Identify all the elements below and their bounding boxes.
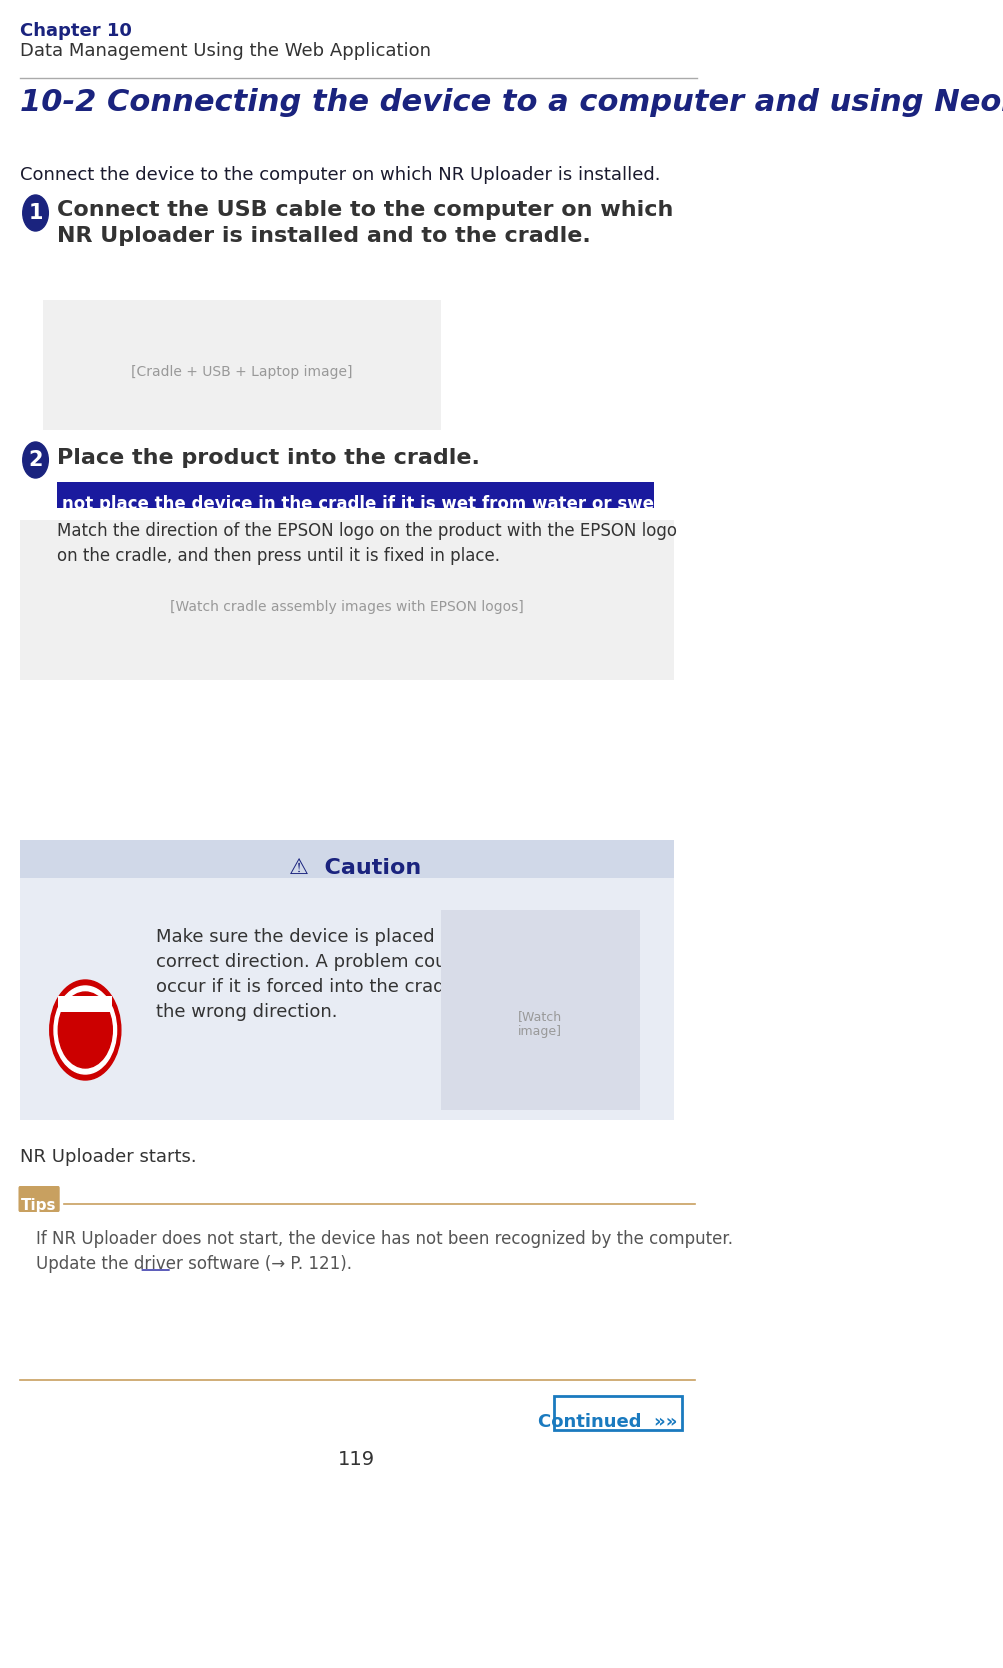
Text: Connect the device to the computer on which NR Uploader is installed.: Connect the device to the computer on wh…	[20, 167, 660, 183]
Circle shape	[23, 442, 48, 479]
Text: Connect the USB cable to the computer on which
NR Uploader is installed and to t: Connect the USB cable to the computer on…	[57, 200, 673, 247]
Text: [Cradle + USB + Laptop image]: [Cradle + USB + Laptop image]	[130, 365, 352, 379]
Text: Make sure the device is placed in the
correct direction. A problem could
occur i: Make sure the device is placed in the co…	[156, 927, 492, 1021]
Text: 1: 1	[28, 203, 43, 224]
FancyBboxPatch shape	[20, 520, 673, 681]
Circle shape	[50, 981, 120, 1079]
Text: 10-2 Connecting the device to a computer and using NeoRun: 10-2 Connecting the device to a computer…	[20, 88, 1003, 117]
Circle shape	[54, 986, 116, 1074]
FancyBboxPatch shape	[20, 877, 673, 1119]
Text: [Watch
image]: [Watch image]	[518, 1011, 562, 1037]
Text: NR Uploader starts.: NR Uploader starts.	[20, 1148, 197, 1166]
Text: Continued  »»: Continued »»	[538, 1413, 677, 1431]
Text: ⚠  Caution: ⚠ Caution	[289, 857, 421, 877]
Circle shape	[23, 195, 48, 230]
Text: Do not place the device in the cradle if it is wet from water or sweat.: Do not place the device in the cradle if…	[31, 495, 679, 514]
Text: If NR Uploader does not start, the device has not been recognized by the compute: If NR Uploader does not start, the devic…	[35, 1229, 732, 1273]
Text: 2: 2	[28, 450, 43, 470]
FancyBboxPatch shape	[18, 1186, 59, 1213]
FancyBboxPatch shape	[57, 482, 653, 509]
Text: 119: 119	[338, 1449, 375, 1470]
Text: Place the product into the cradle.: Place the product into the cradle.	[57, 449, 479, 469]
Text: Chapter 10: Chapter 10	[20, 22, 131, 40]
Text: [Watch cradle assembly images with EPSON logos]: [Watch cradle assembly images with EPSON…	[170, 600, 524, 614]
FancyBboxPatch shape	[554, 1396, 682, 1429]
FancyBboxPatch shape	[20, 841, 673, 877]
FancyBboxPatch shape	[58, 996, 112, 1012]
FancyBboxPatch shape	[42, 300, 440, 430]
Text: Match the direction of the EPSON logo on the product with the EPSON logo
on the : Match the direction of the EPSON logo on…	[57, 522, 676, 565]
FancyBboxPatch shape	[440, 911, 639, 1109]
Text: Data Management Using the Web Application: Data Management Using the Web Applicatio…	[20, 42, 430, 60]
Circle shape	[58, 992, 112, 1068]
Text: Tips: Tips	[21, 1198, 57, 1213]
